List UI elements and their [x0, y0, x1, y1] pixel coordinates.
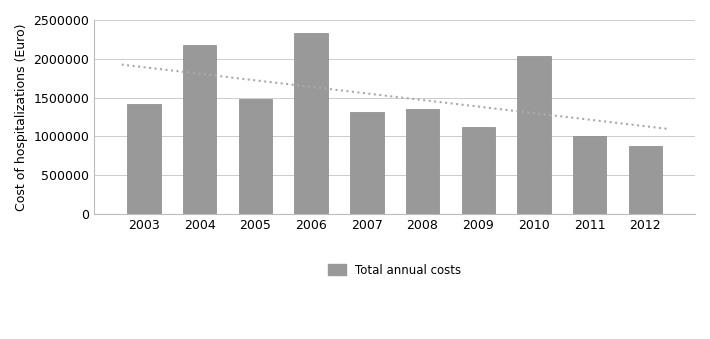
Bar — [127, 104, 160, 214]
Bar — [462, 127, 495, 214]
Y-axis label: Cost of hospitalizations (Euro): Cost of hospitalizations (Euro) — [15, 23, 28, 211]
Legend: Total annual costs: Total annual costs — [323, 259, 466, 281]
Bar — [183, 45, 217, 214]
Bar — [406, 109, 439, 214]
Bar — [295, 33, 328, 214]
Bar — [350, 112, 383, 214]
Bar — [518, 56, 551, 214]
Bar — [239, 99, 272, 214]
Bar — [628, 146, 662, 214]
Bar — [573, 136, 606, 214]
